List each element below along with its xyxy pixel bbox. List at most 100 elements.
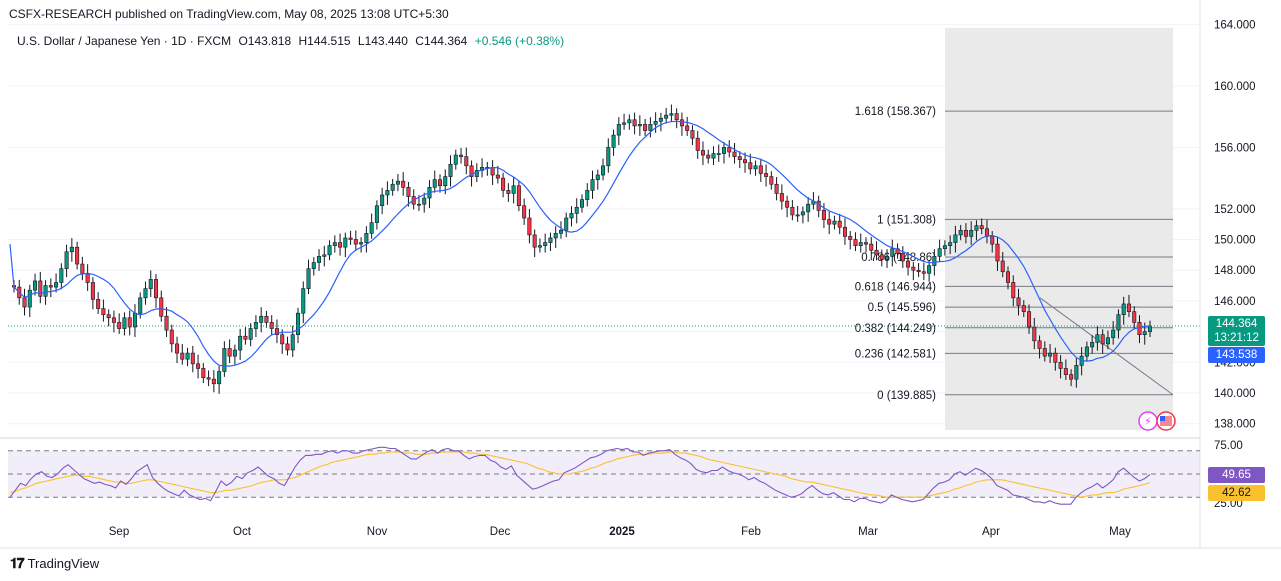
time-tick-label: Mar [858,526,878,538]
candle-body [422,197,427,205]
candle-body [574,206,579,214]
candle-body [595,174,600,180]
candle-body [658,117,663,122]
candle-body [22,297,27,308]
candle-body [201,368,206,378]
candle-body [879,254,884,260]
candle-body [364,233,369,243]
candle-body [190,352,195,365]
candle-body [453,154,458,165]
price-tick-label: 156.000 [1214,142,1256,154]
candle-body [175,343,180,354]
candle-body [800,211,805,216]
candle-body [1027,311,1032,328]
candle-body [1042,348,1047,357]
candle-body [1058,361,1063,369]
candle-body [548,237,553,243]
candle-body [774,183,779,194]
candle-body [327,245,332,256]
candle-body [1090,342,1095,348]
rsi-pane: 75.00 25.00 [0,437,1243,510]
candle-body [1048,352,1053,357]
candle-body [416,203,421,206]
footer-brand-label: TradingView [27,556,100,571]
candle-body [969,229,974,237]
candle-body [927,265,932,274]
candle-body [322,254,327,257]
candle-body [117,322,122,329]
candle-body [779,193,784,202]
candle-body [558,229,563,234]
candle-body [506,190,511,194]
candle-body [627,119,632,124]
candle-body [401,180,406,188]
candle-body [164,315,169,331]
rsi-ma-line [9,451,1151,498]
symbol-info: U.S. Dollar / Japanese Yen · 1D · FXCM O… [17,34,568,48]
footer-brand[interactable]: 𝟏𝟕 TradingView [10,555,99,572]
last-price-value: 144.364 [1215,318,1258,330]
candle-body [406,187,411,197]
candle-body [769,176,774,185]
candle-body [380,194,385,207]
candle-body [1148,325,1153,332]
fib-label: 1.618 (158.367) [855,106,936,118]
candle-body [138,297,143,314]
candle-body [353,239,358,245]
us-flag-canton [1160,416,1165,421]
bar-countdown: 13:21:12 [1214,332,1259,344]
candle-body [737,156,742,160]
candle-body [869,243,874,251]
candle-body [700,150,705,156]
candle-body [1069,374,1074,380]
candle-body [96,299,101,309]
symbol-title[interactable]: U.S. Dollar / Japanese Yen · 1D · FXCM [17,34,232,48]
candle-body [900,253,905,262]
candle-body [374,205,379,223]
moving-average-line [9,120,1151,367]
candle-body [821,210,826,220]
candle-body [1095,334,1100,343]
candle-body [716,153,721,155]
candle-body [921,271,926,274]
candle-body [395,180,400,185]
time-tick-label: Sep [109,526,129,538]
candle-body [858,242,863,246]
candle-body [758,165,763,174]
candle-body [243,335,248,340]
candle-body [227,348,232,357]
candle-body [564,217,569,231]
candle-body [48,285,53,288]
candle-body [54,282,59,288]
candle-body [706,154,711,159]
candle-body [958,229,963,236]
candle-body [311,262,316,269]
price-tick-label: 140.000 [1214,388,1256,400]
time-tick-label: Apr [982,526,1000,538]
candle-body [490,167,495,176]
candle-body [259,315,264,323]
candle-body [338,242,343,248]
candle-body [553,233,558,239]
candle-body [369,222,374,234]
candle-body [753,165,758,170]
candle-body [1053,352,1058,363]
candle-body [106,314,111,319]
candle-body [806,203,811,213]
candle-body [154,279,159,299]
price-tick-label: 148.000 [1214,265,1256,277]
candle-body [1037,340,1042,349]
candle-body [748,162,753,170]
candle-body [732,151,737,157]
price-tick-label: 164.000 [1214,20,1256,32]
fib-label: 0.5 (145.596) [868,302,937,314]
lightning-glyph: ⚡ [1144,415,1152,428]
candle-body [1000,260,1005,273]
candle-body [222,348,227,372]
time-tick-label: Nov [367,526,388,538]
candle-body [942,245,947,250]
candle-body [648,124,653,131]
candle-body [196,363,201,369]
time-tick-label: Feb [741,526,761,538]
